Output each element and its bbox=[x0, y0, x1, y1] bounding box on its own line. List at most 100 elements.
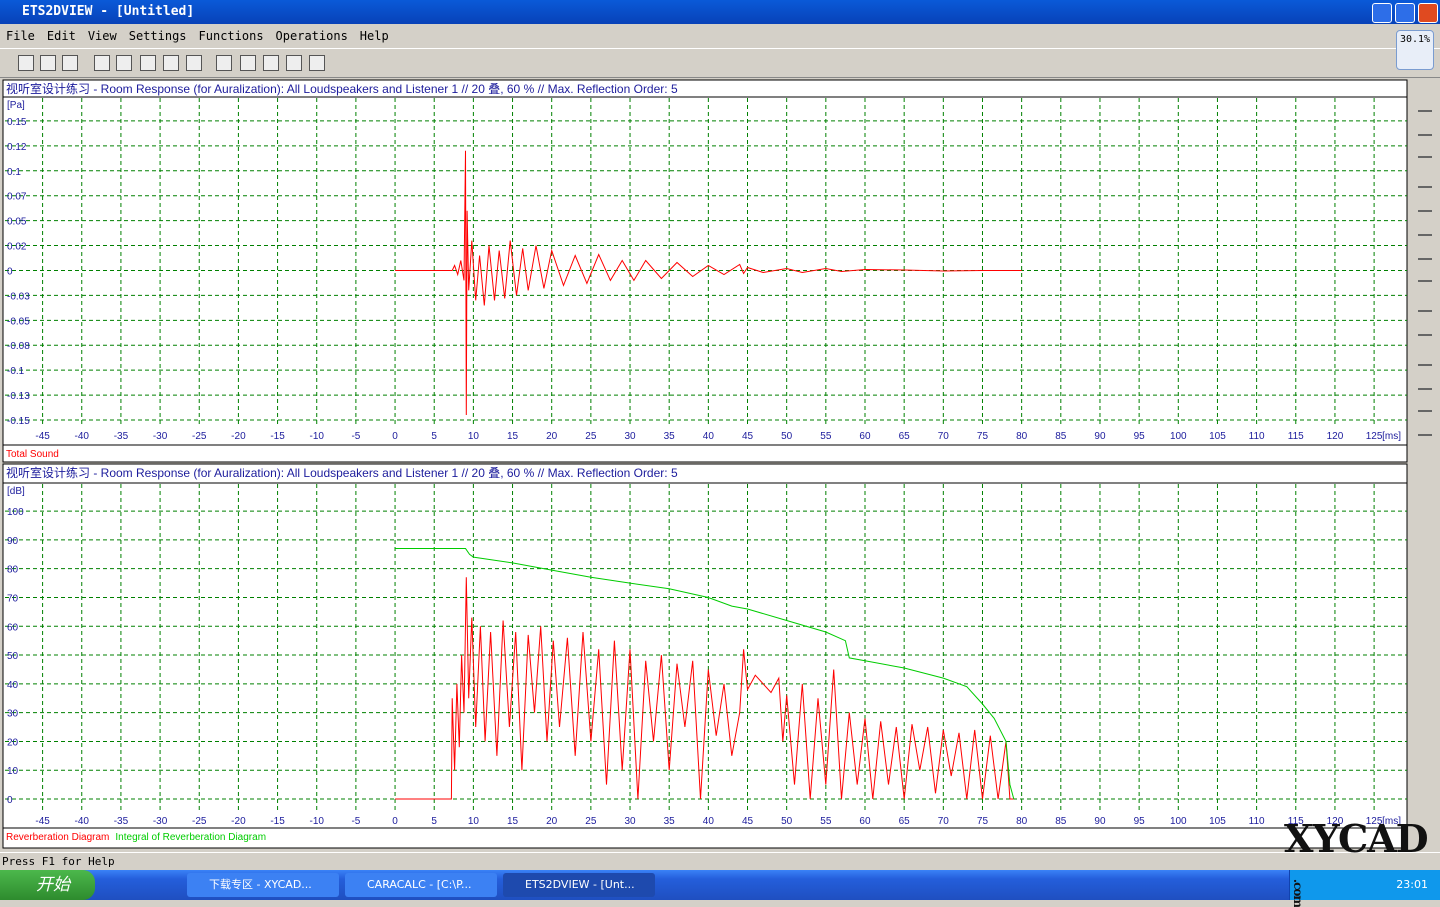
chart-panel bbox=[2, 79, 1408, 463]
y-tick-label: 0.02 bbox=[7, 242, 27, 253]
y-tick-label: 0.07 bbox=[7, 192, 27, 203]
tool-button[interactable] bbox=[1418, 98, 1432, 112]
x-tick-label: 60 bbox=[859, 431, 871, 442]
x-tick-label: 110 bbox=[1249, 816, 1265, 827]
tool-button[interactable] bbox=[1418, 268, 1432, 282]
x-tick-label: 125 bbox=[1366, 431, 1383, 442]
tool-button[interactable] bbox=[1418, 122, 1432, 136]
x-tick-label: 55 bbox=[820, 816, 832, 827]
menu-item[interactable]: Operations bbox=[275, 29, 348, 43]
tool-button[interactable] bbox=[1418, 352, 1432, 366]
toolbar-button[interactable] bbox=[309, 55, 325, 71]
x-tick-label: -25 bbox=[192, 816, 207, 827]
toolbar-button[interactable] bbox=[286, 55, 302, 71]
x-tick-label: 115 bbox=[1288, 816, 1304, 827]
tool-button[interactable] bbox=[1418, 398, 1432, 412]
x-tick-label: -25 bbox=[192, 431, 207, 442]
x-tick-label: 105 bbox=[1209, 431, 1226, 442]
legend-entry: Integral of Reverberation Diagram bbox=[115, 832, 266, 843]
tool-button[interactable] bbox=[1418, 246, 1432, 260]
x-tick-label: 120 bbox=[1327, 431, 1344, 442]
maximize-button[interactable] bbox=[1395, 3, 1415, 23]
menu-item[interactable]: Settings bbox=[128, 29, 187, 43]
tool-button[interactable] bbox=[1418, 422, 1432, 436]
toolbar-button[interactable] bbox=[40, 55, 56, 71]
toolbar-button[interactable] bbox=[18, 55, 34, 71]
x-tick-label: 20 bbox=[546, 431, 558, 442]
window-title: ETS2DVIEW - [Untitled] bbox=[22, 4, 195, 19]
y-tick-label: 90 bbox=[7, 536, 19, 547]
tool-button[interactable] bbox=[1418, 376, 1432, 390]
zoom-widget[interactable]: 30.1% bbox=[1396, 30, 1434, 70]
x-tick-label: 15 bbox=[507, 431, 519, 442]
x-tick-label: 5 bbox=[431, 431, 437, 442]
x-tick-label: 25 bbox=[585, 431, 597, 442]
menu-item[interactable]: Functions bbox=[198, 29, 264, 43]
y-tick-label: -0.1 bbox=[7, 366, 25, 377]
minimize-button[interactable] bbox=[1372, 3, 1392, 23]
x-tick-label: -45 bbox=[35, 431, 50, 442]
menu-item[interactable]: Help bbox=[359, 29, 389, 43]
tool-button[interactable] bbox=[1418, 174, 1432, 188]
x-tick-label: 45 bbox=[742, 816, 754, 827]
x-tick-label: -35 bbox=[114, 431, 129, 442]
x-tick-label: 35 bbox=[664, 431, 676, 442]
tool-button[interactable] bbox=[1418, 298, 1432, 312]
toolbar-button[interactable] bbox=[94, 55, 110, 71]
chart-title: 视听室设计练习 - Room Response (for Auralizatio… bbox=[6, 465, 678, 480]
task-button[interactable]: ETS2DVIEW - [Unt... bbox=[503, 873, 655, 897]
data-line bbox=[395, 548, 1015, 800]
x-tick-label: 80 bbox=[1016, 431, 1028, 442]
task-button[interactable]: CARACALC - [C:\P... bbox=[345, 873, 497, 897]
toolbar-button[interactable] bbox=[116, 55, 132, 71]
toolbar-button[interactable] bbox=[140, 55, 156, 71]
data-line bbox=[395, 150, 1022, 416]
x-tick-label: 100 bbox=[1170, 431, 1187, 442]
x-tick-label: 70 bbox=[938, 431, 950, 442]
x-tick-label: 80 bbox=[1016, 816, 1028, 827]
tool-button[interactable] bbox=[1418, 322, 1432, 336]
x-tick-label: 45 bbox=[742, 431, 754, 442]
menu-item[interactable]: View bbox=[87, 29, 117, 43]
menu-bar: File Edit View Settings Functions Operations H… bbox=[0, 26, 395, 46]
menu-item[interactable]: File bbox=[6, 29, 35, 43]
x-tick-label: 90 bbox=[1094, 431, 1106, 442]
toolbar-button[interactable] bbox=[186, 55, 202, 71]
toolbar-button[interactable] bbox=[62, 55, 78, 71]
y-unit: [dB] bbox=[7, 486, 25, 497]
x-tick-label: 120 bbox=[1327, 816, 1344, 827]
x-tick-label: 90 bbox=[1094, 816, 1106, 827]
zoom-text: 30.1% bbox=[1399, 34, 1431, 45]
x-tick-label: 85 bbox=[1055, 431, 1067, 442]
x-tick-label: 55 bbox=[820, 431, 832, 442]
tool-button[interactable] bbox=[1418, 222, 1432, 236]
close-button[interactable] bbox=[1418, 3, 1438, 23]
taskbar: 开始 23:01 下载专区 - XYCAD... CARACALC - [C:\P… bbox=[0, 870, 1440, 900]
y-tick-label: 10 bbox=[7, 766, 19, 777]
x-tick-label: 115 bbox=[1288, 431, 1304, 442]
menu-item[interactable]: Edit bbox=[46, 29, 76, 43]
toolbar-button[interactable] bbox=[263, 55, 279, 71]
toolbar-button[interactable] bbox=[216, 55, 232, 71]
y-tick-label: 0.15 bbox=[7, 117, 27, 128]
y-tick-label: 40 bbox=[7, 680, 19, 691]
x-unit: [ms] bbox=[1382, 431, 1401, 442]
toolbar-button[interactable] bbox=[240, 55, 256, 71]
x-tick-label: 0 bbox=[392, 816, 398, 827]
x-tick-label: 100 bbox=[1170, 816, 1187, 827]
x-tick-label: -45 bbox=[35, 816, 50, 827]
tool-button[interactable] bbox=[1418, 198, 1432, 212]
x-tick-label: 10 bbox=[468, 431, 480, 442]
start-button[interactable]: 开始 bbox=[0, 870, 95, 900]
x-tick-label: 95 bbox=[1134, 816, 1146, 827]
x-tick-label: 125 bbox=[1366, 816, 1383, 827]
x-tick-label: -5 bbox=[351, 431, 360, 442]
tool-palette bbox=[1410, 90, 1440, 850]
chart-panel bbox=[2, 463, 1408, 849]
tool-button[interactable] bbox=[1418, 144, 1432, 158]
x-tick-label: 65 bbox=[899, 431, 911, 442]
task-button[interactable]: 下载专区 - XYCAD... bbox=[187, 873, 339, 897]
status-text: Press F1 for Help bbox=[2, 855, 115, 868]
toolbar-button[interactable] bbox=[163, 55, 179, 71]
